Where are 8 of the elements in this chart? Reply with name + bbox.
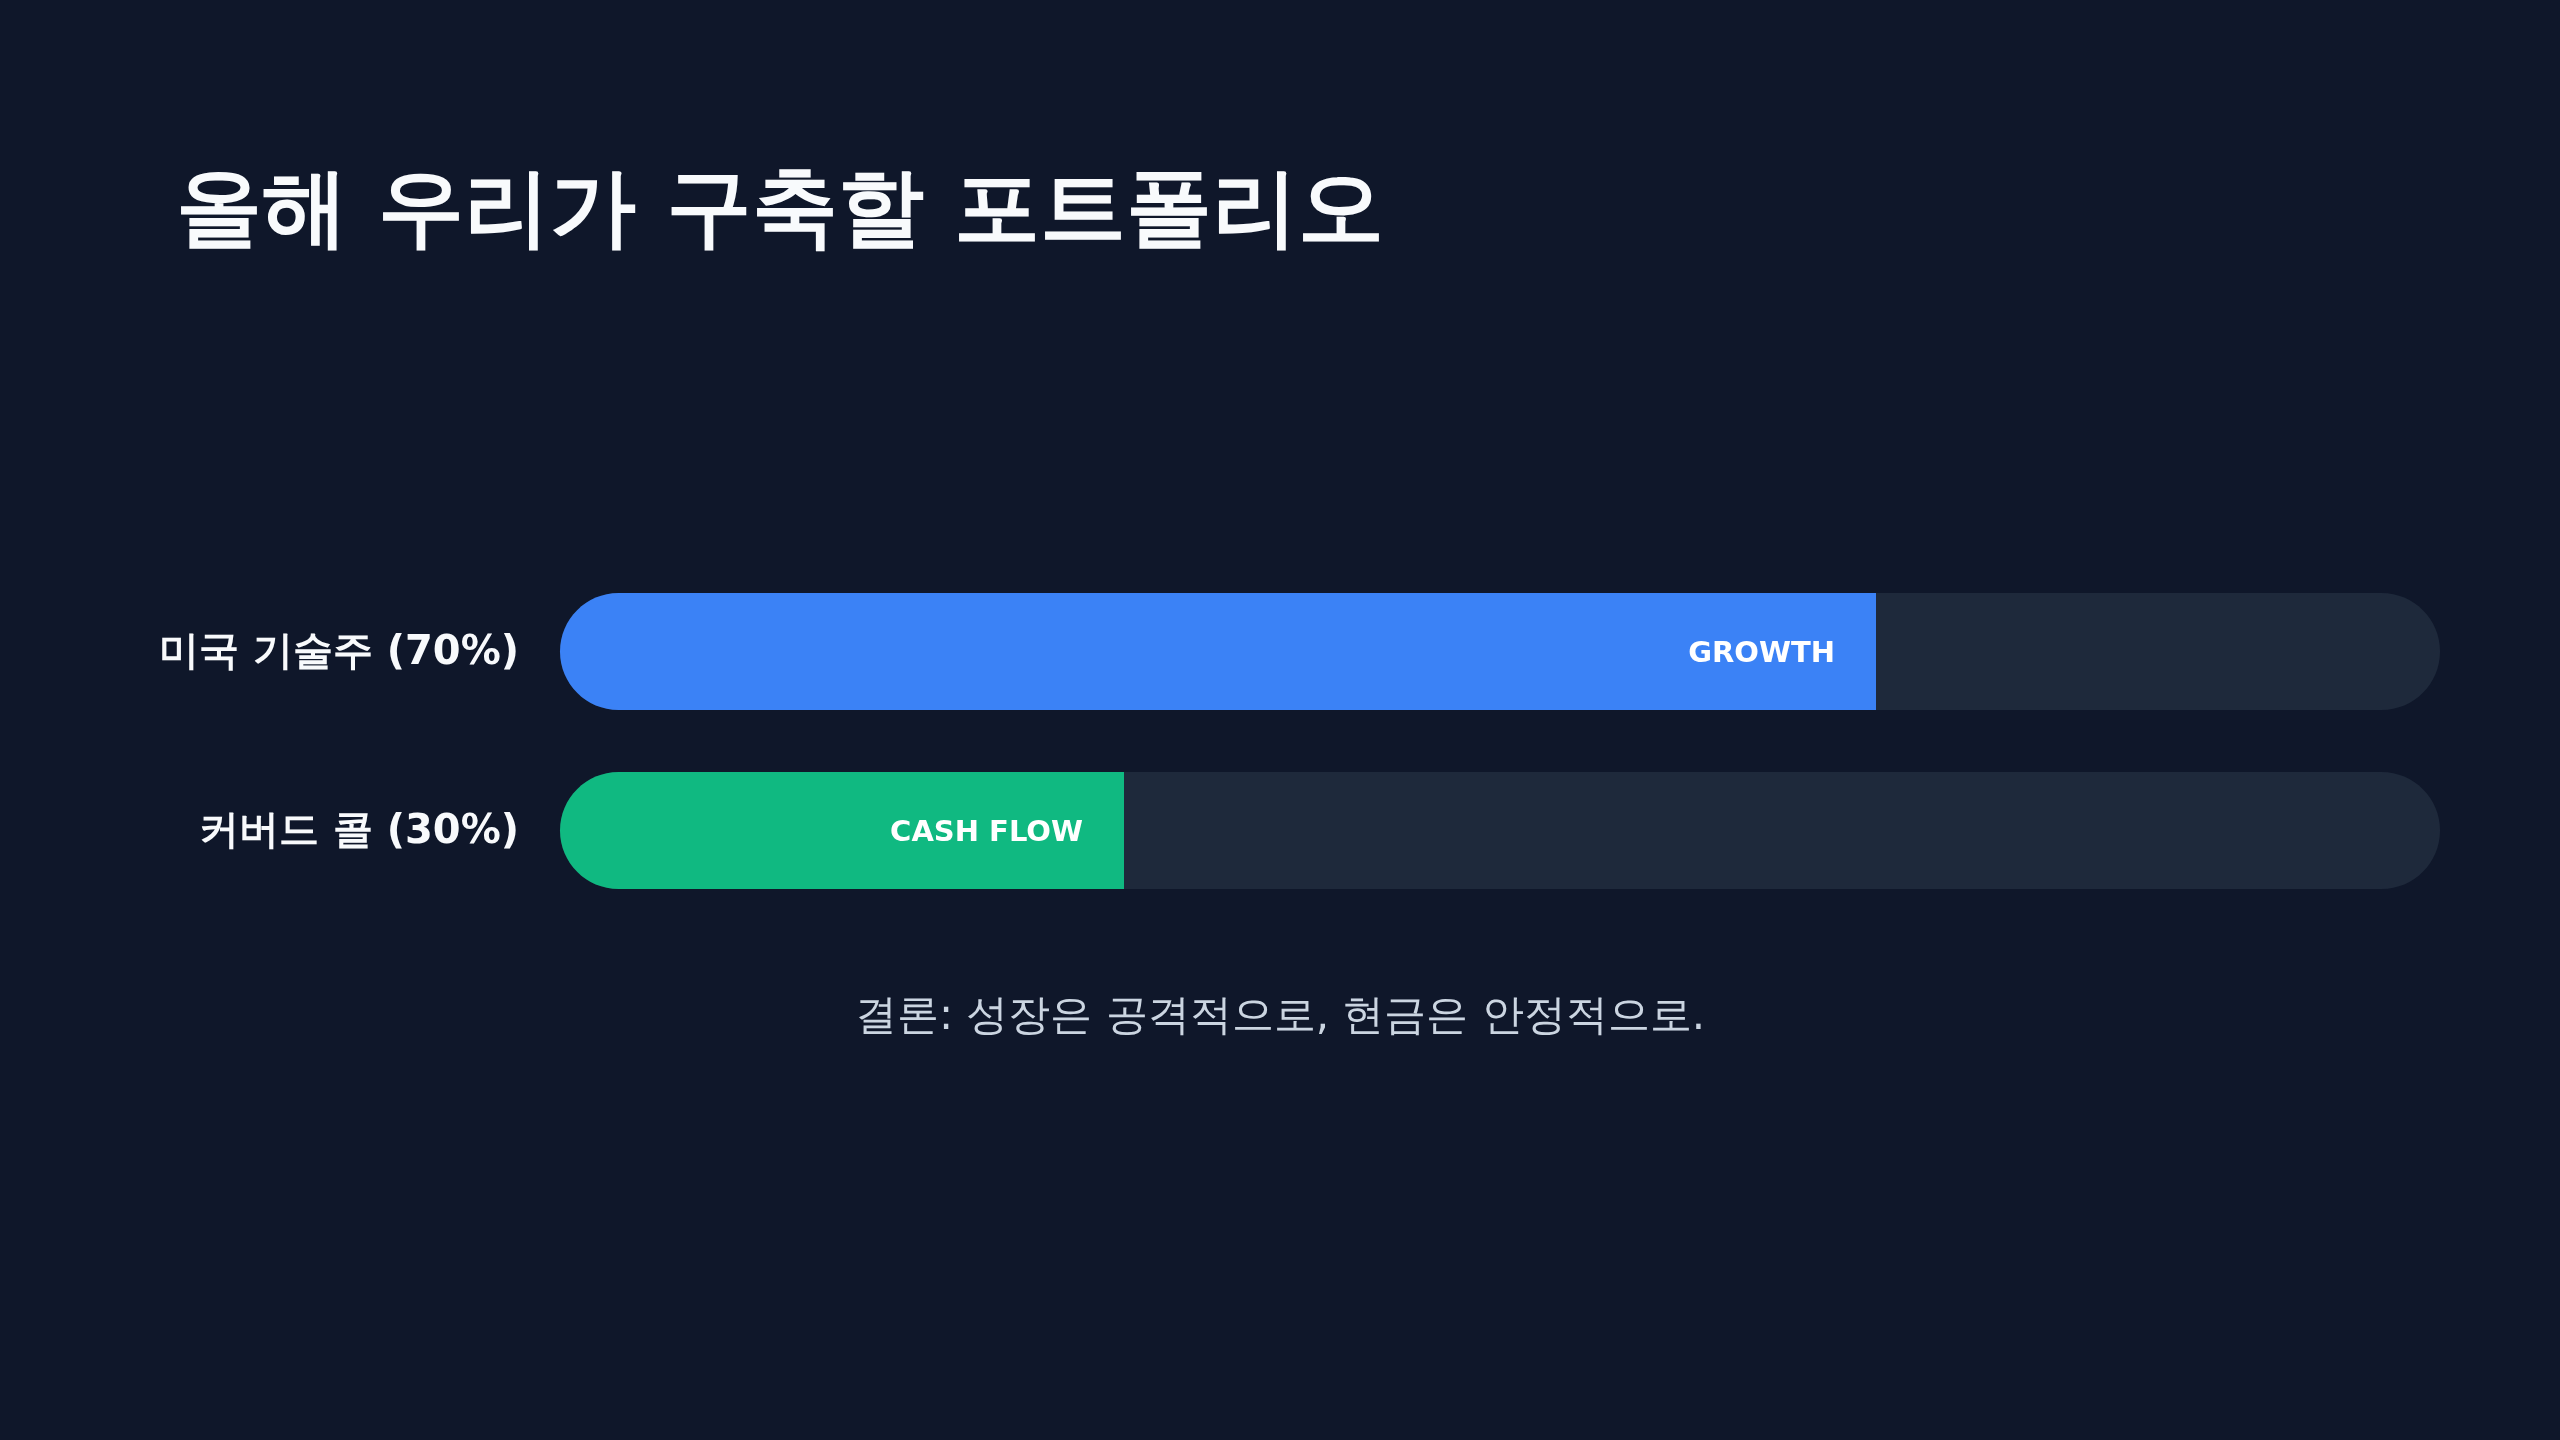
text: 결론: 성장은 공격적으로, 현금은 안정적으로. xyxy=(854,990,1706,1039)
data-label: (30%) xyxy=(386,805,519,852)
y-tick-label: 미국 기술주 xyxy=(159,626,374,673)
data-label: (70%) xyxy=(386,626,519,673)
y-tick-label: 커버드 콜 xyxy=(199,805,374,852)
annotation: GROWTH xyxy=(1688,634,1835,669)
chart-title: 올해 우리가 구축할 포트폴리오 xyxy=(176,157,1384,257)
annotation: CASH FLOW xyxy=(890,813,1083,848)
